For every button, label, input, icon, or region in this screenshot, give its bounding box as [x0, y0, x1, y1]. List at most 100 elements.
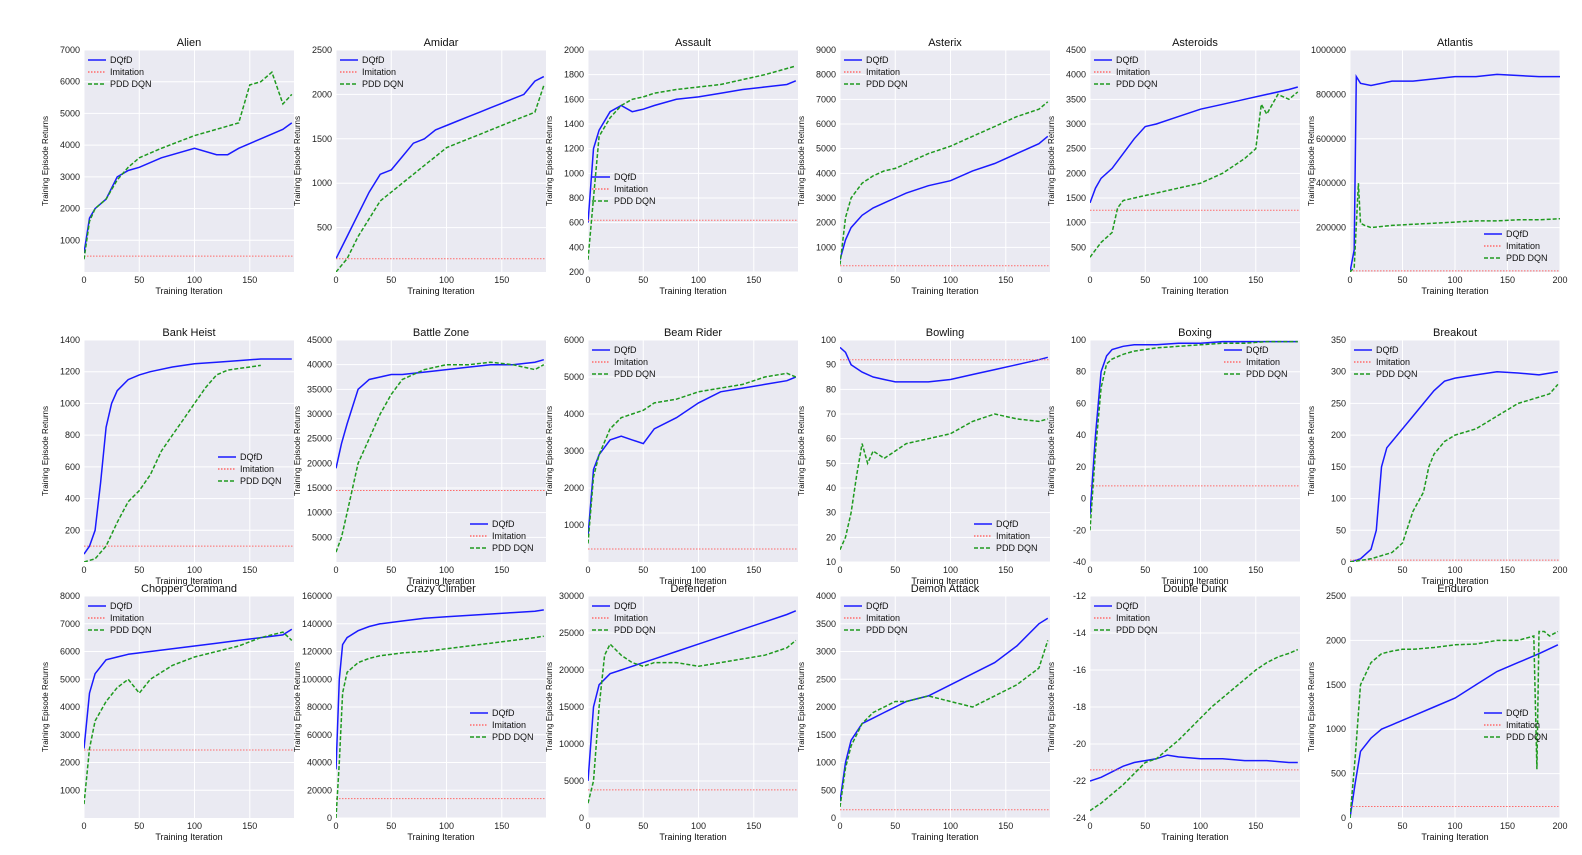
chart-title: Asteroids	[1172, 37, 1218, 49]
y-tick-label: 400	[569, 242, 584, 252]
legend: DQfD Imitation PDD DQN	[1224, 345, 1288, 379]
plot-area	[1090, 50, 1300, 272]
x-tick-label: 50	[1397, 565, 1407, 575]
y-tick-label: 1500	[312, 134, 332, 144]
x-tick-label: 50	[1140, 275, 1150, 285]
x-tick-label: 200	[1552, 821, 1567, 831]
x-tick-label: 50	[386, 275, 396, 285]
x-axis-label: Training Iteration	[407, 832, 474, 842]
legend-label-imitation: Imitation	[866, 67, 900, 77]
y-tick-label: 5000	[312, 532, 332, 542]
chart-panel: 200 400 600 800 1000 1200 1400 0 50 100 150 Bank He…	[41, 327, 294, 586]
y-tick-label: 8000	[816, 70, 836, 80]
y-tick-label: 500	[1071, 242, 1086, 252]
y-axis-label: Training Episode Returns	[545, 406, 554, 496]
y-tick-label: 4500	[1066, 45, 1086, 55]
series-line-pdd	[840, 413, 1049, 551]
series-line-dqfd	[840, 135, 1049, 260]
y-tick-label: 2500	[1326, 591, 1346, 601]
legend: DQfD Imitation PDD DQN	[592, 172, 656, 206]
legend-label-imitation: Imitation	[110, 613, 144, 623]
x-tick-label: 0	[1347, 565, 1352, 575]
y-axis-label: Training Episode Returns	[41, 662, 50, 752]
x-tick-label: 0	[837, 821, 842, 831]
y-tick-label: 80	[826, 384, 836, 394]
x-tick-label: 50	[638, 821, 648, 831]
x-tick-label: 100	[439, 821, 454, 831]
x-axis-label: Training Iteration	[155, 286, 222, 296]
y-tick-label: 0	[579, 813, 584, 823]
chart-panel: -40 -20 0 20 40 60 80 100 0 50 100 150 Boxing Trainin…	[1047, 327, 1300, 586]
y-tick-label: 10	[826, 557, 836, 567]
x-tick-label: 100	[1193, 275, 1208, 285]
x-tick-label: 150	[494, 275, 509, 285]
legend: DQfD Imitation PDD DQN	[1354, 345, 1418, 379]
y-tick-label: 0	[831, 813, 836, 823]
y-tick-label: 60000	[307, 730, 332, 740]
series-line-dqfd	[336, 609, 544, 770]
y-tick-label: 20	[826, 532, 836, 542]
legend: DQfD Imitation PDD DQN	[88, 55, 152, 89]
x-axis-label: Training Iteration	[1161, 576, 1228, 586]
x-axis-label: Training Iteration	[1421, 576, 1488, 586]
legend-label-pdd: PDD DQN	[1506, 732, 1548, 742]
legend-label-pdd: PDD DQN	[866, 625, 908, 635]
x-tick-label: 0	[81, 821, 86, 831]
legend-label-imitation: Imitation	[1376, 357, 1410, 367]
y-tick-label: 5000	[816, 144, 836, 154]
chart-title: Enduro	[1437, 583, 1472, 595]
chart-panel: 0 50 100 150 200 250 300 350 0 50 100 150 200 Breakou…	[1307, 327, 1568, 586]
y-tick-label: 0	[1081, 494, 1086, 504]
y-tick-label: 120000	[302, 647, 332, 657]
plot-area	[336, 340, 546, 562]
x-tick-label: 0	[1087, 565, 1092, 575]
y-tick-label: 1000	[564, 168, 584, 178]
y-tick-label: -16	[1073, 665, 1086, 675]
x-axis-label: Training Iteration	[1161, 832, 1228, 842]
x-tick-label: 50	[890, 565, 900, 575]
legend-label-imitation: Imitation	[110, 67, 144, 77]
y-tick-label: 45000	[307, 335, 332, 345]
y-tick-label: 6000	[60, 647, 80, 657]
y-tick-label: 7000	[816, 94, 836, 104]
x-tick-label: 100	[1193, 821, 1208, 831]
chart-panel: -24 -22 -20 -18 -16 -14 -12 0 50 100 150 Double Dun…	[1047, 583, 1300, 842]
series-line-dqfd	[1090, 754, 1298, 782]
y-tick-label: 500	[317, 223, 332, 233]
chart-panel: 5000 10000 15000 20000 25000 30000 35000 40000 4…	[293, 327, 546, 586]
series-line-pdd	[84, 70, 293, 260]
plot-area	[84, 50, 294, 272]
y-tick-label: 60	[1076, 398, 1086, 408]
y-tick-label: 6000	[816, 119, 836, 129]
legend-label-imitation: Imitation	[1246, 357, 1280, 367]
legend-label-dqfd: DQfD	[996, 519, 1019, 529]
y-tick-label: 80	[1076, 367, 1086, 377]
legend-label-pdd: PDD DQN	[1506, 253, 1548, 263]
y-tick-label: 2000	[312, 89, 332, 99]
x-tick-label: 100	[1447, 275, 1462, 285]
legend: DQfD Imitation PDD DQN	[340, 55, 404, 89]
series-line-dqfd	[588, 610, 797, 782]
x-tick-label: 0	[333, 565, 338, 575]
y-tick-label: 5000	[564, 776, 584, 786]
y-tick-label: 3000	[816, 193, 836, 203]
chart-panel: 10 20 30 40 50 60 70 80 90 100 0 50 100 150 Bowling Tra…	[797, 327, 1050, 586]
y-tick-label: 250	[1331, 398, 1346, 408]
x-tick-label: 50	[1140, 565, 1150, 575]
series-line-pdd	[1090, 648, 1299, 812]
chart-title: Boxing	[1178, 327, 1212, 339]
y-tick-label: 40	[826, 483, 836, 493]
legend-label-imitation: Imitation	[614, 184, 648, 194]
chart-title: Chopper Command	[141, 583, 237, 595]
series-line-pdd	[840, 101, 1049, 265]
legend: DQfD Imitation PDD DQN	[592, 345, 656, 379]
y-tick-label: 200	[1331, 430, 1346, 440]
chart-title: Beam Rider	[664, 327, 722, 339]
y-tick-label: 100000	[302, 674, 332, 684]
chart-title: Defender	[670, 583, 716, 595]
y-tick-label: 10000	[307, 508, 332, 518]
legend-label-dqfd: DQfD	[1376, 345, 1399, 355]
y-tick-label: 30	[826, 508, 836, 518]
y-tick-label: 1200	[60, 367, 80, 377]
y-axis-label: Training Episode Returns	[797, 406, 806, 496]
